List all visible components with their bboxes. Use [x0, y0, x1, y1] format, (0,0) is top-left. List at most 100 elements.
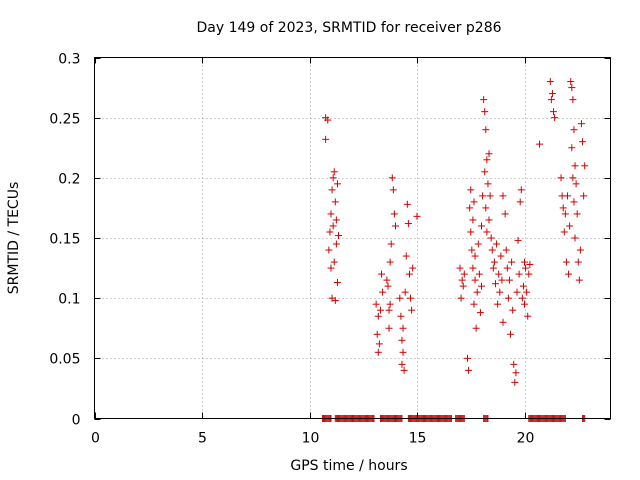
data-point	[518, 294, 526, 302]
data-point	[457, 294, 465, 302]
data-point	[496, 288, 504, 296]
data-point	[521, 300, 528, 308]
data-point	[385, 324, 393, 332]
data-point	[489, 264, 497, 272]
data-point	[495, 270, 503, 278]
data-point	[478, 282, 485, 290]
data-point	[389, 186, 397, 194]
data-point	[569, 174, 577, 182]
data-point	[467, 228, 475, 236]
data-point	[525, 270, 533, 278]
data-point	[470, 198, 478, 206]
x-tick-label: 20	[517, 431, 535, 447]
data-point	[569, 96, 577, 104]
data-point	[372, 300, 380, 308]
data-point	[384, 282, 392, 290]
axis-ticks	[94, 57, 611, 420]
data-point	[403, 200, 411, 208]
data-point	[560, 228, 568, 236]
data-point	[386, 258, 394, 266]
data-point	[459, 282, 467, 290]
data-point	[490, 258, 498, 266]
x-axis-label: GPS time / hours	[290, 458, 407, 474]
data-point	[413, 212, 421, 220]
data-point	[398, 360, 406, 368]
y-tick-label: 0.1	[58, 292, 80, 308]
data-point	[475, 270, 483, 278]
data-point	[493, 240, 501, 248]
data-point	[484, 180, 492, 188]
data-point	[330, 168, 338, 176]
data-point	[458, 276, 466, 284]
data-point	[486, 192, 494, 200]
data-point	[550, 108, 558, 116]
data-point	[517, 186, 525, 194]
y-tick-labels: 0 0.05 0.1 0.15 0.2 0.25 0.3	[49, 52, 80, 429]
data-point	[331, 198, 339, 206]
data-point	[401, 288, 409, 296]
data-point	[400, 366, 408, 374]
data-point	[536, 140, 544, 148]
data-point	[522, 264, 530, 272]
x-tick-label: 0	[91, 431, 100, 447]
data-point	[580, 192, 588, 200]
data-point	[571, 234, 579, 242]
data-point	[329, 174, 337, 182]
data-point	[565, 270, 573, 278]
data-point	[481, 168, 489, 176]
data-point	[464, 354, 472, 362]
data-point	[322, 135, 330, 143]
data-point	[497, 252, 505, 260]
data-point	[327, 210, 335, 218]
x-tick-label: 15	[409, 431, 427, 447]
data-point	[460, 270, 468, 278]
data-point	[325, 246, 333, 254]
data-point	[503, 264, 511, 272]
data-point	[388, 174, 396, 182]
data-point	[399, 348, 407, 356]
data-point	[508, 258, 516, 266]
data-point	[375, 340, 383, 348]
data-point	[471, 252, 479, 260]
data-point	[557, 174, 565, 182]
data-points	[318, 78, 589, 422]
data-point	[479, 192, 487, 200]
data-point	[399, 324, 407, 332]
y-tick-label: 0.3	[58, 52, 80, 68]
data-point	[488, 246, 496, 254]
data-point	[509, 306, 517, 314]
data-point	[511, 378, 519, 386]
data-point	[387, 240, 395, 248]
data-point	[471, 276, 479, 284]
grid-lines	[94, 57, 611, 419]
data-point	[524, 312, 532, 320]
data-point	[482, 204, 490, 212]
data-point	[483, 156, 491, 164]
data-point	[329, 222, 337, 230]
data-point	[398, 336, 406, 344]
data-point	[526, 260, 534, 268]
data-point	[483, 228, 491, 236]
data-point	[480, 96, 488, 104]
data-point	[374, 312, 382, 320]
data-point	[504, 294, 512, 302]
data-point	[383, 276, 391, 284]
data-point	[546, 78, 554, 86]
data-point	[574, 258, 582, 266]
data-point	[501, 210, 509, 218]
data-point	[485, 216, 493, 224]
plot-frame	[94, 57, 611, 419]
y-axis-label: SRMTID / TECUs	[6, 182, 22, 295]
data-point	[499, 192, 507, 200]
data-point	[404, 220, 412, 228]
data-point	[568, 144, 576, 152]
data-point	[476, 309, 484, 317]
data-point	[472, 324, 480, 332]
data-point	[570, 198, 578, 206]
y-tick-label: 0.05	[49, 352, 80, 368]
data-point	[392, 222, 399, 230]
data-point	[577, 120, 585, 128]
data-point	[396, 294, 404, 302]
data-point	[409, 264, 417, 272]
